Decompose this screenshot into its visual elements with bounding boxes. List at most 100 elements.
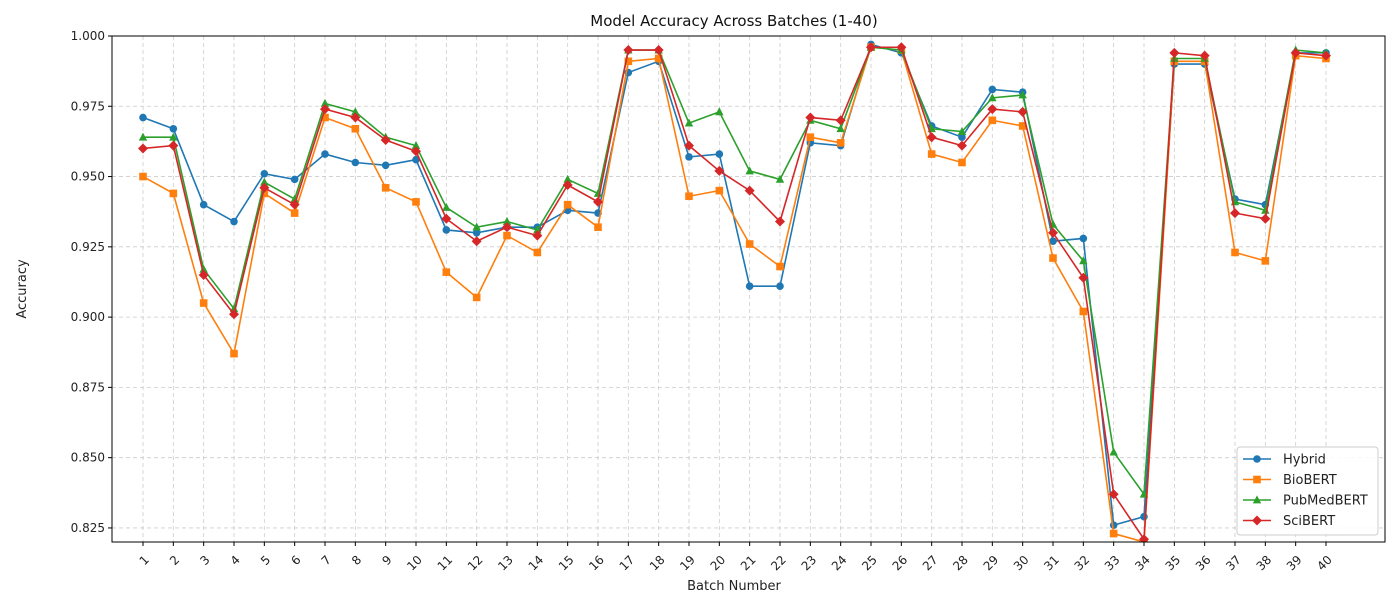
data-point — [230, 349, 238, 358]
data-point — [987, 104, 998, 115]
data-point — [988, 116, 997, 125]
series-line — [143, 46, 1327, 497]
data-point — [351, 124, 360, 133]
data-point — [744, 185, 755, 196]
data-point — [775, 174, 785, 183]
data-point — [412, 155, 420, 164]
data-point — [351, 107, 360, 116]
data-point — [351, 158, 360, 167]
legend-item: PubMedBERT — [1243, 494, 1368, 509]
data-point — [472, 228, 481, 237]
data-point — [1261, 257, 1270, 265]
data-point — [471, 236, 482, 247]
y-tick-label: 0.925 — [71, 240, 105, 254]
data-point — [1230, 208, 1240, 219]
data-point — [805, 112, 816, 123]
data-point — [380, 135, 391, 146]
data-point — [1109, 529, 1118, 538]
x-axis-label: Batch Number — [687, 579, 781, 594]
series-scibert — [138, 42, 1331, 542]
series-line — [142, 46, 1327, 542]
legend-box — [1236, 446, 1379, 536]
data-point — [1169, 47, 1180, 58]
data-point — [988, 93, 997, 102]
data-point — [1078, 272, 1089, 283]
legend-label: BioBERT — [1283, 473, 1337, 488]
data-point — [957, 126, 967, 135]
data-point — [1321, 50, 1331, 61]
data-point — [896, 42, 907, 53]
series-layer — [138, 40, 1331, 542]
data-point — [836, 124, 845, 133]
data-point — [926, 132, 937, 143]
data-point — [562, 179, 573, 190]
legend-marker — [1253, 455, 1261, 463]
y-tick-label: 1.000 — [71, 29, 105, 43]
plot-frame — [111, 35, 1386, 543]
data-point — [321, 113, 329, 122]
data-point — [320, 98, 330, 107]
data-point — [472, 222, 481, 231]
chart-title: Model Accuracy Across Batches (1-40) — [590, 12, 877, 30]
data-point — [1048, 227, 1058, 238]
data-point — [138, 132, 148, 141]
legend-item: Hybrid — [1243, 453, 1326, 468]
legend-item: BioBERT — [1243, 473, 1337, 488]
data-point — [1109, 447, 1118, 456]
data-point — [958, 133, 966, 141]
data-point — [1017, 106, 1028, 117]
data-point — [835, 115, 846, 126]
data-point — [199, 264, 208, 273]
data-point — [654, 54, 663, 63]
data-point — [1261, 205, 1270, 214]
data-point — [958, 158, 966, 167]
data-point — [623, 45, 634, 56]
data-point — [381, 161, 390, 170]
data-point — [259, 182, 270, 193]
data-point — [290, 175, 299, 184]
data-point — [138, 143, 148, 154]
axis-ticks: 1 2 3 4 5 6 7 8 9 10 11 12 13 14 15 16 17 18 19 20 21 22 23 24 2… — [71, 29, 1335, 573]
data-point — [260, 169, 269, 178]
y-tick-label: 0.825 — [71, 521, 105, 535]
data-point — [169, 132, 178, 141]
y-tick-label: 0.900 — [71, 310, 105, 324]
data-point — [411, 141, 421, 150]
data-point — [532, 230, 543, 241]
series-line — [142, 46, 1327, 542]
data-point — [563, 174, 572, 183]
data-point — [776, 262, 784, 271]
legend-marker — [1252, 515, 1262, 526]
data-point — [533, 248, 542, 257]
y-tick-label: 0.850 — [71, 451, 105, 465]
data-point — [1079, 307, 1088, 316]
data-point — [1199, 50, 1210, 61]
data-point — [1140, 512, 1148, 521]
y-axis-label: Accuracy — [15, 259, 30, 319]
data-point — [260, 177, 269, 186]
data-point — [1049, 254, 1057, 262]
data-point — [168, 140, 179, 151]
data-point — [442, 268, 451, 276]
data-point — [1018, 122, 1027, 130]
data-point — [806, 133, 815, 141]
legend-item: SciBERT — [1243, 514, 1335, 529]
data-point — [472, 293, 481, 302]
data-point — [290, 209, 299, 217]
data-point — [927, 150, 936, 158]
data-point — [715, 150, 724, 158]
data-point — [139, 172, 147, 181]
data-point — [229, 304, 239, 313]
data-point — [1260, 213, 1271, 224]
data-point — [169, 189, 178, 198]
legend-label: Hybrid — [1283, 453, 1326, 468]
data-point — [502, 222, 512, 233]
data-point — [1139, 534, 1149, 542]
y-tick-label: 0.975 — [71, 99, 105, 113]
series-line — [142, 43, 1326, 527]
data-point — [169, 124, 178, 133]
data-point — [199, 299, 208, 307]
data-point — [441, 213, 452, 224]
data-point — [1079, 256, 1088, 265]
